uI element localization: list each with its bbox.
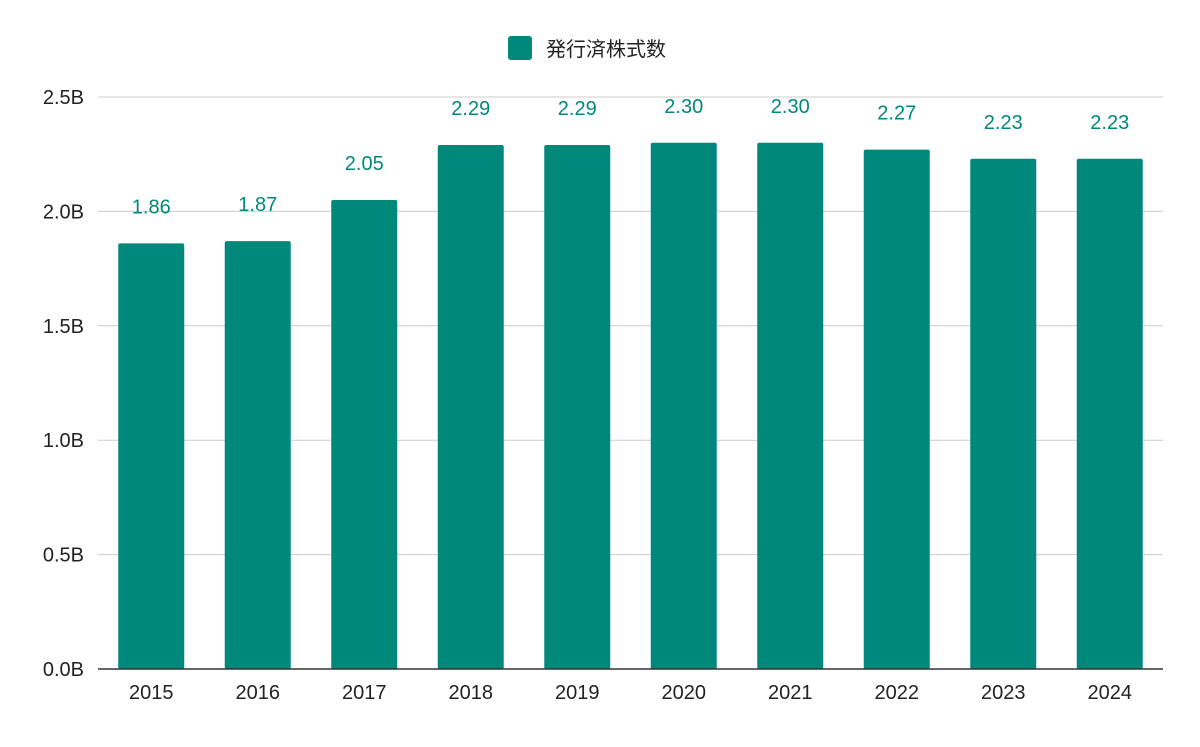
- x-tick-label: 2023: [981, 682, 1026, 704]
- y-tick-label: 0.5B: [43, 545, 84, 567]
- data-labels: 1.86 1.87 2.05 2.29 2.29 2.30 2.30 2.27 2.23 2.23: [132, 96, 1129, 219]
- y-tick-label: 2.5B: [43, 87, 84, 109]
- bars: [118, 142, 1143, 670]
- x-tick-label: 2022: [875, 682, 920, 704]
- x-tick-label: 2015: [129, 682, 174, 704]
- legend-label: 発行済株式数: [546, 38, 666, 61]
- bar: [757, 142, 824, 669]
- y-axis: 0.0B 0.5B 1.0B 1.5B 2.0B 2.5B: [43, 87, 84, 681]
- legend-swatch: [508, 36, 532, 60]
- bar: [331, 199, 398, 669]
- data-label: 2.23: [984, 112, 1023, 134]
- x-tick-label: 2024: [1088, 682, 1133, 704]
- data-label: 2.05: [345, 153, 384, 175]
- data-label: 2.30: [664, 96, 703, 118]
- bar: [544, 145, 611, 670]
- x-tick-label: 2019: [555, 682, 600, 704]
- x-tick-label: 2020: [662, 682, 707, 704]
- x-tick-label: 2017: [342, 682, 387, 704]
- data-label: 2.27: [877, 103, 916, 125]
- x-tick-label: 2021: [768, 682, 813, 704]
- data-label: 2.29: [558, 98, 597, 120]
- bar: [650, 142, 717, 669]
- data-label: 2.30: [771, 96, 810, 118]
- legend: 発行済株式数: [508, 36, 666, 61]
- y-tick-label: 1.5B: [43, 316, 84, 338]
- bar: [224, 241, 291, 670]
- y-tick-label: 0.0B: [43, 659, 84, 681]
- x-tick-label: 2016: [236, 682, 281, 704]
- x-tick-label: 2018: [449, 682, 494, 704]
- data-label: 2.29: [451, 98, 490, 120]
- bar: [863, 149, 930, 669]
- bar: [1076, 158, 1143, 669]
- bar: [970, 158, 1037, 669]
- data-label: 1.86: [132, 196, 171, 218]
- y-tick-label: 2.0B: [43, 201, 84, 223]
- data-label: 2.23: [1090, 112, 1129, 134]
- x-axis: 2015 2016 2017 2018 2019 2020 2021 2022 2023 2024: [98, 668, 1163, 704]
- y-tick-label: 1.0B: [43, 430, 84, 452]
- data-label: 1.87: [238, 194, 277, 216]
- bar: [118, 243, 185, 669]
- bar: [437, 145, 504, 670]
